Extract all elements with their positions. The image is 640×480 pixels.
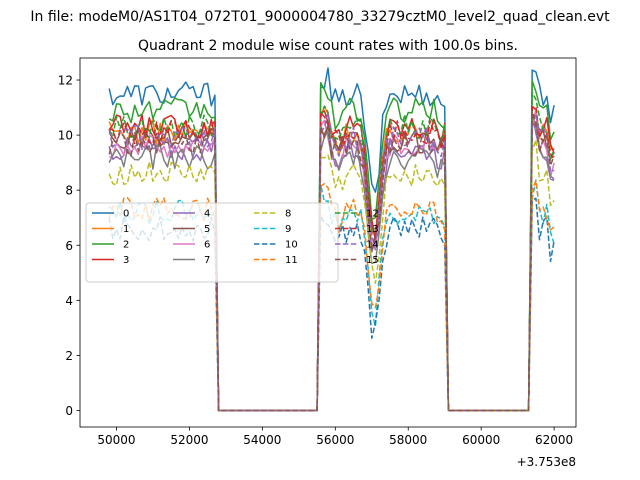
axes-frame xyxy=(79,57,577,428)
legend-box xyxy=(85,202,339,283)
legend-label-10: 10 xyxy=(285,240,298,251)
legend-label-0: 0 xyxy=(123,209,129,220)
x-tick-label: 58000 xyxy=(389,433,427,447)
y-axis: 0 2 4 6 8 10 12 xyxy=(58,74,80,418)
x-tick-label: 52000 xyxy=(170,433,208,447)
legend-label-13: 13 xyxy=(366,224,379,235)
y-tick-label: 4 xyxy=(65,294,73,308)
x-axis: 50000 52000 54000 56000 58000 60000 62000 xyxy=(97,427,573,447)
legend-label-4: 4 xyxy=(204,209,210,220)
x-tick-label: 50000 xyxy=(97,433,135,447)
legend-label-6: 6 xyxy=(204,240,210,251)
legend-label-11: 11 xyxy=(285,255,298,266)
series-line-13 xyxy=(109,105,555,412)
x-tick-label: 54000 xyxy=(243,433,281,447)
legend-label-14: 14 xyxy=(366,240,379,251)
y-tick-label: 0 xyxy=(65,404,73,418)
legend-label-3: 3 xyxy=(123,255,129,266)
y-tick-label: 12 xyxy=(58,74,73,88)
y-tick-label: 8 xyxy=(65,184,73,198)
axes-border xyxy=(79,57,577,428)
legend-label-5: 5 xyxy=(204,224,210,235)
legend-label-12: 12 xyxy=(366,209,379,220)
legend-label-2: 2 xyxy=(123,240,129,251)
y-tick-label: 6 xyxy=(65,239,73,253)
figure-suptitle: In file: modeM0/AS1T04_072T01_9000004780… xyxy=(30,9,610,25)
x-tick-label: 60000 xyxy=(462,433,500,447)
chart-title: Quadrant 2 module wise count rates with … xyxy=(138,38,518,54)
y-tick-label: 10 xyxy=(58,129,73,143)
y-tick-label: 2 xyxy=(65,349,73,363)
x-tick-label: 56000 xyxy=(316,433,354,447)
legend-label-7: 7 xyxy=(204,255,210,266)
legend-label-9: 9 xyxy=(285,224,291,235)
series-line-14 xyxy=(108,111,555,412)
x-offset-label: +3.753e8 xyxy=(517,455,576,469)
x-tick-label: 62000 xyxy=(535,433,573,447)
legend-label-8: 8 xyxy=(285,209,291,220)
series-line-15 xyxy=(108,111,555,412)
legend-label-15: 15 xyxy=(366,255,379,266)
legend-label-1: 1 xyxy=(123,224,129,235)
